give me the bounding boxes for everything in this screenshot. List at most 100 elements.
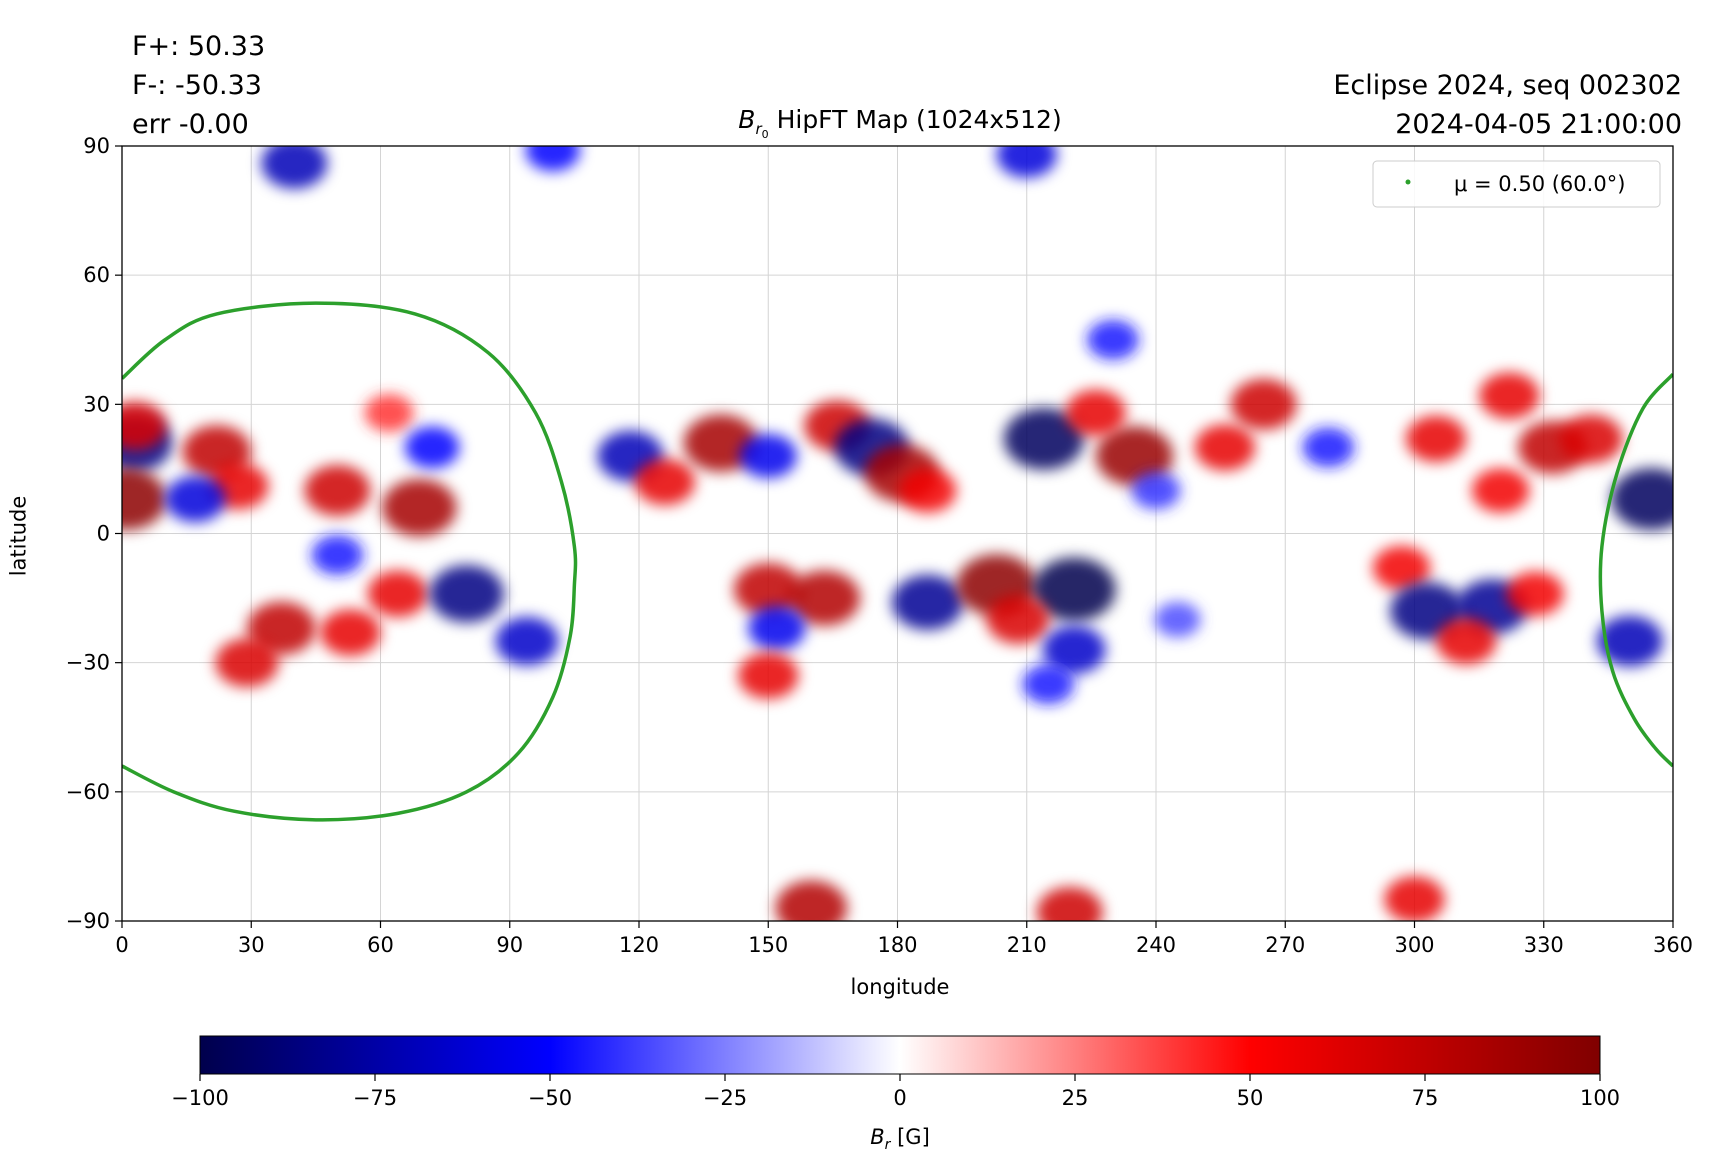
positive-field-region bbox=[1559, 414, 1623, 464]
mu-contour-line bbox=[1598, 372, 1673, 768]
colorbar-tick-label: 25 bbox=[1062, 1086, 1089, 1110]
y-tick-label: 60 bbox=[83, 263, 110, 287]
legend: μ = 0.50 (60.0°) bbox=[1372, 160, 1661, 208]
y-tick-label: 90 bbox=[83, 134, 110, 158]
negative-field-region bbox=[1596, 615, 1663, 667]
y-tick-label: 30 bbox=[83, 392, 110, 416]
positive-field-region bbox=[304, 465, 371, 516]
x-tick-label: 300 bbox=[1394, 933, 1434, 957]
positive-field-region bbox=[1372, 545, 1431, 591]
title-subsubscript: 0 bbox=[761, 128, 769, 141]
negative-field-region bbox=[1611, 468, 1673, 530]
x-tick-label: 270 bbox=[1265, 933, 1305, 957]
negative-field-region bbox=[165, 475, 226, 523]
positive-field-region bbox=[733, 562, 803, 616]
negative-field-region bbox=[1042, 625, 1106, 675]
x-tick-label: 240 bbox=[1136, 933, 1176, 957]
colorbar-label-sub: r bbox=[884, 1137, 891, 1153]
negative-field-region bbox=[1032, 557, 1116, 622]
x-tick-label: 30 bbox=[238, 933, 265, 957]
y-tick-label: 0 bbox=[97, 522, 110, 546]
positive-field-region bbox=[1384, 876, 1445, 921]
chart-title: Br0 HipFT Map (1024x512) bbox=[0, 105, 1728, 141]
positive-field-region bbox=[738, 652, 799, 699]
positive-field-region bbox=[367, 570, 428, 617]
grid bbox=[121, 145, 1674, 922]
colorbar-tick-label: 50 bbox=[1237, 1086, 1264, 1110]
err-label: err -0.00 bbox=[132, 109, 249, 140]
positive-field-region bbox=[1194, 424, 1256, 471]
colorbar-tick-label: 100 bbox=[1580, 1086, 1620, 1110]
negative-field-region bbox=[311, 535, 364, 575]
negative-field-region bbox=[525, 146, 581, 172]
positive-field-region bbox=[788, 570, 861, 626]
title-text: HipFT Map (1024x512) bbox=[768, 105, 1062, 134]
x-tick-label: 360 bbox=[1653, 933, 1693, 957]
colorbar-tick-label: −25 bbox=[703, 1086, 747, 1110]
positive-field-region bbox=[215, 638, 279, 687]
datetime-label: 2024-04-05 21:00:00 bbox=[1395, 109, 1682, 140]
mu-contour bbox=[122, 301, 1673, 822]
positive-field-region bbox=[320, 609, 381, 656]
positive-field-region bbox=[364, 394, 414, 432]
positive-field-region bbox=[634, 458, 696, 506]
fplus-label: F+: 50.33 bbox=[132, 31, 266, 62]
negative-field-region bbox=[1087, 319, 1139, 360]
negative-field-region bbox=[1131, 471, 1181, 510]
y-tick-label: −90 bbox=[66, 909, 110, 933]
colorbar-tick-label: −50 bbox=[528, 1086, 572, 1110]
positive-field-region bbox=[1065, 389, 1126, 437]
negative-field-region bbox=[404, 426, 460, 469]
colorbar-tick-label: −75 bbox=[353, 1086, 397, 1110]
x-tick-label: 60 bbox=[367, 933, 394, 957]
x-tick-label: 330 bbox=[1524, 933, 1564, 957]
positive-field-region bbox=[1436, 617, 1497, 665]
legend-box bbox=[1372, 160, 1661, 208]
colorbar bbox=[199, 1035, 1601, 1075]
x-ticks: 0 30 60 90 120 150 180 210 240 270 300 330 360 bbox=[115, 921, 1693, 957]
x-tick-label: 90 bbox=[496, 933, 523, 957]
positive-field-region bbox=[1471, 468, 1530, 513]
negative-field-region bbox=[1302, 427, 1355, 468]
field-map bbox=[122, 146, 1673, 921]
positive-field-region bbox=[1230, 378, 1297, 430]
event-label: Eclipse 2024, seq 002302 bbox=[1333, 70, 1682, 101]
positive-field-region bbox=[775, 880, 848, 921]
negative-field-region bbox=[261, 146, 328, 189]
x-tick-label: 150 bbox=[748, 933, 788, 957]
positive-field-region bbox=[1479, 372, 1540, 419]
colorbar-label: Br [G] bbox=[800, 1125, 1000, 1153]
positive-field-region bbox=[1036, 886, 1103, 921]
negative-field-region bbox=[1003, 407, 1085, 470]
positive-field-region bbox=[381, 478, 457, 537]
y-tick-label: −30 bbox=[66, 651, 110, 675]
x-tick-label: 120 bbox=[619, 933, 659, 957]
colorbar-tick-label: 0 bbox=[893, 1086, 906, 1110]
x-tick-label: 210 bbox=[1007, 933, 1047, 957]
negative-field-region bbox=[891, 574, 964, 630]
legend-marker bbox=[1405, 179, 1411, 185]
positive-field-region bbox=[986, 595, 1050, 644]
mu-contour-line bbox=[122, 301, 578, 822]
y-axis-label: latitude bbox=[6, 495, 31, 577]
colorbar-label-unit: [G] bbox=[890, 1125, 930, 1149]
colorbar-ticks: −100 −75 −50 −25 0 25 50 75 100 bbox=[171, 1074, 1620, 1110]
negative-field-region bbox=[495, 616, 559, 666]
legend-label: μ = 0.50 (60.0°) bbox=[1454, 172, 1625, 196]
negative-field-region bbox=[1022, 664, 1075, 705]
negative-field-region bbox=[1154, 601, 1201, 638]
positive-field-region bbox=[246, 601, 316, 655]
fminus-label: F-: -50.33 bbox=[132, 70, 262, 101]
title-subscript: r bbox=[755, 120, 762, 138]
negative-field-region bbox=[739, 433, 797, 479]
positive-field-region bbox=[1095, 426, 1174, 486]
colorbar-tick-label: 75 bbox=[1412, 1086, 1439, 1110]
positive-field-region bbox=[898, 468, 957, 513]
x-tick-label: 0 bbox=[115, 933, 128, 957]
positive-field-region bbox=[122, 468, 167, 530]
positive-field-region bbox=[1506, 571, 1564, 616]
negative-field-region bbox=[429, 565, 504, 623]
x-tick-label: 180 bbox=[877, 933, 917, 957]
positive-field-region bbox=[683, 414, 759, 472]
